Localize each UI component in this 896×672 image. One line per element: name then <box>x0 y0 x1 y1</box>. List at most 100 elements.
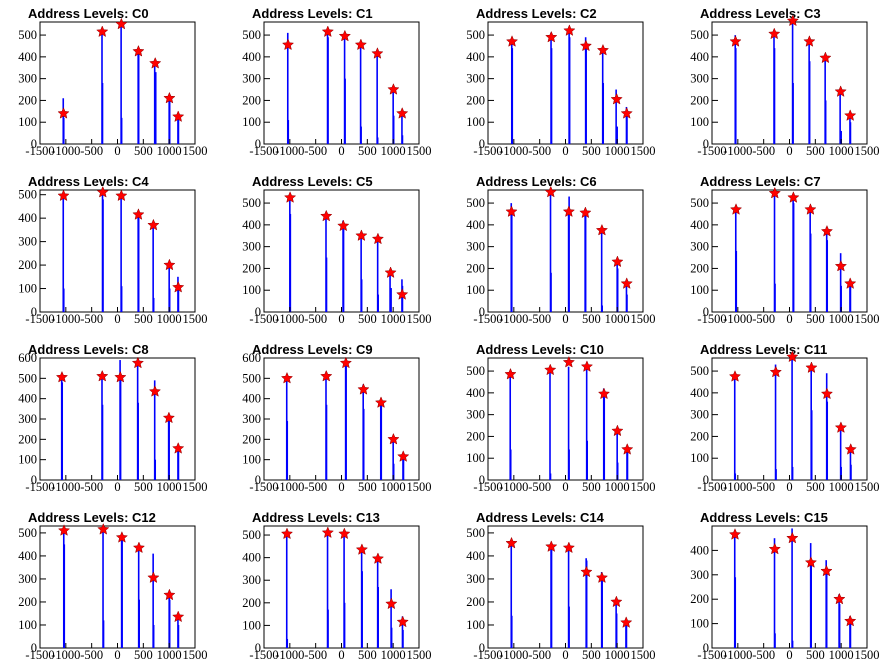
peak-marker <box>387 432 400 445</box>
y-tick-label: 500 <box>466 196 485 210</box>
chart-title: Address Levels: C9 <box>252 342 373 357</box>
x-tick-label: -500 <box>80 480 103 494</box>
y-tick-label: 300 <box>242 573 261 587</box>
peak-marker <box>621 443 634 455</box>
x-tick-label: -1000 <box>723 312 752 326</box>
peak-marker <box>844 443 857 455</box>
y-tick-label: 500 <box>690 28 709 42</box>
x-tick-label: -1000 <box>275 648 304 662</box>
x-tick-label: 1000 <box>605 144 630 158</box>
chart-title: Address Levels: C3 <box>700 6 821 21</box>
peak-marker <box>820 224 834 237</box>
peak-marker <box>384 266 397 279</box>
chart-title: Address Levels: C15 <box>700 510 828 525</box>
y-tick-label: 400 <box>242 50 261 64</box>
peak-marker <box>387 83 400 95</box>
y-tick-label: 500 <box>242 371 261 385</box>
y-tick-label: 200 <box>242 596 261 610</box>
x-tick-label: -1000 <box>51 480 80 494</box>
x-tick-label: -500 <box>80 144 103 158</box>
peak-marker <box>321 526 334 538</box>
peak-marker <box>844 109 857 121</box>
x-tick-label: 500 <box>358 480 377 494</box>
x-tick-label: -500 <box>528 480 551 494</box>
peak-marker <box>283 191 297 203</box>
y-tick-label: 100 <box>242 115 261 129</box>
y-tick-label: 100 <box>466 283 485 297</box>
chart-panel-12: Address Levels: C12 0 100 200 300 400 500 -1500… <box>18 510 207 662</box>
x-tick-label: 500 <box>806 312 825 326</box>
x-tick-label: -500 <box>304 648 327 662</box>
y-tick-label: 100 <box>466 115 485 129</box>
x-tick-label: 1500 <box>631 144 656 158</box>
x-tick-label: -1000 <box>499 480 528 494</box>
peak-marker <box>132 541 146 554</box>
peak-marker <box>729 35 742 47</box>
x-tick-label: -500 <box>80 648 103 662</box>
x-tick-label: -500 <box>752 144 775 158</box>
chart-panel-9: Address Levels: C9 0 100 200 300 400 500 600 -15… <box>242 342 431 494</box>
peak-marker <box>396 288 409 300</box>
peak-marker <box>374 396 388 408</box>
x-tick-label: -1500 <box>249 648 278 662</box>
x-tick-label: -1500 <box>697 144 726 158</box>
peak-marker <box>768 27 781 40</box>
peak-marker <box>505 536 518 549</box>
y-tick-label: 500 <box>242 196 261 210</box>
x-tick-label: 1000 <box>157 480 182 494</box>
peak-marker <box>163 91 176 104</box>
y-tick-label: 500 <box>466 28 485 42</box>
peak-marker <box>148 385 162 397</box>
x-tick-label: -1000 <box>499 144 528 158</box>
y-tick-label: 400 <box>242 392 261 406</box>
chart-title: Address Levels: C13 <box>252 510 380 525</box>
peak-marker <box>820 387 834 400</box>
peak-marker <box>280 527 294 540</box>
x-tick-label: 1000 <box>157 144 182 158</box>
x-tick-label: 500 <box>134 144 153 158</box>
chart-panel-3: Address Levels: C30100200300400500-1500-… <box>690 6 879 158</box>
peak-marker <box>354 38 368 51</box>
y-tick-label: 100 <box>242 453 261 467</box>
chart-title: Address Levels: C5 <box>252 174 373 189</box>
peak-marker <box>320 369 333 382</box>
x-tick-label: -1500 <box>473 144 502 158</box>
y-tick-label: 200 <box>690 429 709 443</box>
x-tick-label: 1500 <box>855 144 880 158</box>
peak-marker <box>397 450 410 462</box>
x-tick-label: -500 <box>80 312 103 326</box>
y-tick-label: 500 <box>242 528 261 542</box>
y-tick-label: 100 <box>466 451 485 465</box>
peak-marker <box>147 218 160 231</box>
y-tick-label: 200 <box>242 432 261 446</box>
x-tick-label: 500 <box>582 312 601 326</box>
y-tick-label: 200 <box>690 592 709 606</box>
peak-marker <box>729 203 743 215</box>
x-tick-label: 500 <box>582 648 601 662</box>
peak-marker <box>96 185 109 198</box>
chart-panel-10: Address Levels: C10 0 100 200 300 400 500 -1500… <box>466 342 655 494</box>
x-tick-label: -1500 <box>249 480 278 494</box>
peak-marker <box>57 524 71 536</box>
x-tick-label: -1000 <box>499 648 528 662</box>
x-tick-label: -1000 <box>723 480 752 494</box>
chart-title: Address Levels: C0 <box>28 6 149 21</box>
peak-marker <box>132 208 145 220</box>
x-tick-label: 500 <box>582 480 601 494</box>
y-tick-label: 300 <box>18 72 37 86</box>
x-tick-label: 0 <box>786 144 792 158</box>
y-tick-label: 300 <box>466 408 485 422</box>
y-tick-label: 300 <box>690 568 709 582</box>
peak-marker <box>544 185 557 198</box>
y-tick-label: 500 <box>18 28 37 42</box>
peak-marker <box>505 205 518 218</box>
y-tick-label: 0 <box>31 137 37 151</box>
peak-marker <box>172 280 185 293</box>
peak-marker <box>55 370 69 383</box>
peak-marker <box>338 527 351 540</box>
peak-marker <box>320 209 333 222</box>
chart-panel-11: Address Levels: C11 0 100 200 300 400 500 -1500… <box>690 342 879 494</box>
chart-title: Address Levels: C7 <box>700 174 821 189</box>
peak-marker <box>371 552 385 564</box>
